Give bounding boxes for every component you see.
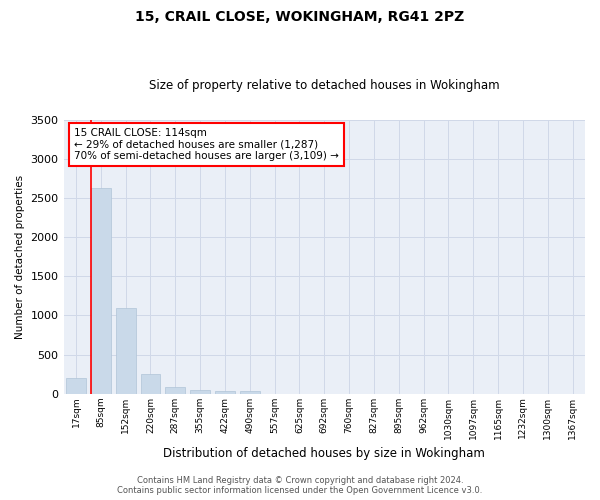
Y-axis label: Number of detached properties: Number of detached properties xyxy=(15,174,25,338)
Text: 15, CRAIL CLOSE, WOKINGHAM, RG41 2PZ: 15, CRAIL CLOSE, WOKINGHAM, RG41 2PZ xyxy=(136,10,464,24)
Bar xyxy=(215,392,235,394)
Bar xyxy=(190,390,210,394)
Title: Size of property relative to detached houses in Wokingham: Size of property relative to detached ho… xyxy=(149,79,500,92)
Bar xyxy=(116,308,136,394)
Bar xyxy=(166,388,185,394)
Bar xyxy=(66,378,86,394)
Bar xyxy=(91,188,111,394)
Text: 15 CRAIL CLOSE: 114sqm
← 29% of detached houses are smaller (1,287)
70% of semi-: 15 CRAIL CLOSE: 114sqm ← 29% of detached… xyxy=(74,128,339,161)
X-axis label: Distribution of detached houses by size in Wokingham: Distribution of detached houses by size … xyxy=(163,447,485,460)
Bar xyxy=(240,392,260,394)
Text: Contains HM Land Registry data © Crown copyright and database right 2024.
Contai: Contains HM Land Registry data © Crown c… xyxy=(118,476,482,495)
Bar xyxy=(140,374,160,394)
